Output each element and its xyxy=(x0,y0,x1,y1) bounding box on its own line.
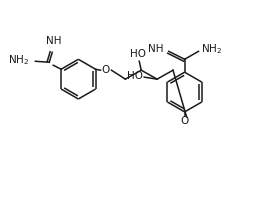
Text: NH: NH xyxy=(46,36,62,46)
Text: NH$_2$: NH$_2$ xyxy=(202,42,223,56)
Text: HO: HO xyxy=(127,71,143,81)
Text: HO: HO xyxy=(130,49,146,59)
Text: O: O xyxy=(101,65,110,75)
Text: NH: NH xyxy=(148,44,164,54)
Text: NH$_2$: NH$_2$ xyxy=(8,53,29,67)
Text: O: O xyxy=(181,116,189,126)
